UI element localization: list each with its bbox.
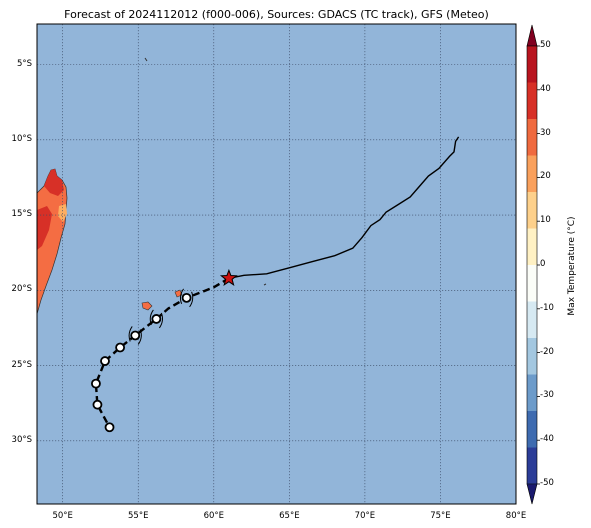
current-position-star-icon — [219, 268, 238, 286]
colorbar-tick-label: 0 — [540, 259, 546, 269]
lat-label: 15°S — [11, 209, 32, 220]
islet-north — [144, 57, 148, 62]
reunion-island — [141, 301, 153, 311]
madagascar-hot-north — [44, 169, 64, 196]
lon-label: 65°E — [279, 511, 300, 521]
colorbar-tick-label: 50 — [540, 40, 551, 50]
map-frame — [36, 23, 517, 505]
forecast-position-marker — [151, 314, 162, 324]
colorbar-tick-label: -30 — [540, 390, 554, 401]
forecast-position-marker — [91, 378, 101, 389]
lon-label: 70°E — [354, 511, 376, 521]
map-title: Forecast of 2024112012 (f000-006), Sourc… — [64, 8, 489, 21]
cyclone-symbol-arc — [149, 309, 154, 326]
colorbar-extend-max — [526, 24, 538, 47]
colorbar-swatch — [527, 46, 537, 83]
cyclone-symbol-arc — [128, 326, 133, 342]
forecast-position-marker — [100, 356, 110, 366]
forecast-position-marker — [92, 399, 103, 410]
colorbar-swatches — [526, 24, 540, 505]
colorbar-tick-label: -20 — [540, 346, 554, 357]
ocean-background — [37, 24, 516, 504]
lon-label: 80°E — [505, 511, 527, 521]
colorbar-swatch — [527, 411, 537, 448]
colorbar-title: Max Temperature (°C) — [567, 216, 577, 316]
colorbar-swatch — [527, 82, 537, 120]
forecast-position-marker — [130, 330, 141, 341]
colorbar-tick-label: -50 — [540, 478, 554, 488]
gridlines — [37, 24, 516, 504]
lat-label: 5°S — [16, 58, 32, 69]
colorbar-swatch — [527, 265, 537, 302]
lat-label: 20°S — [11, 284, 32, 295]
colorbar-tick-label: 10 — [540, 215, 551, 226]
colorbar-swatch — [527, 374, 537, 412]
colorbar-tick-label: -40 — [540, 434, 554, 445]
colorbar-tick-label: 30 — [540, 127, 551, 138]
cyclone-track — [91, 136, 460, 433]
colorbar-tick-label: 20 — [540, 171, 551, 182]
lon-label: 50°E — [52, 511, 73, 521]
colorbar-swatch — [527, 338, 537, 375]
colorbar-swatch — [527, 447, 537, 485]
lon-label: 75°E — [430, 511, 451, 521]
colorbar-tick-label: 40 — [540, 83, 551, 94]
colorbar-extend-min — [526, 483, 538, 505]
cyclone-symbol-arc — [189, 291, 194, 308]
lat-label: 25°S — [11, 359, 32, 370]
lon-label: 60°E — [203, 511, 224, 521]
madagascar-hot-west — [37, 206, 52, 250]
colorbar-swatch — [527, 155, 537, 193]
colorbar-swatch — [527, 192, 537, 229]
observed-track-line — [228, 136, 460, 279]
colorbar-swatch — [527, 228, 537, 266]
forecast-position-marker — [104, 422, 115, 433]
lat-label: 30°S — [11, 434, 32, 445]
cyclone-symbol-arc — [179, 288, 185, 305]
cyclone-symbol-arc — [137, 329, 142, 345]
islet-east — [263, 283, 267, 286]
forecast-position-marker — [115, 342, 126, 353]
cyclone-symbol-arc — [158, 312, 163, 329]
colorbar-swatch — [527, 301, 537, 339]
lat-label: 10°S — [11, 133, 32, 144]
lon-label: 55°E — [128, 511, 149, 521]
forecast-position-marker — [181, 292, 192, 303]
colorbar-swatch — [527, 119, 537, 156]
colorbar-tick-label: -10 — [540, 302, 554, 313]
